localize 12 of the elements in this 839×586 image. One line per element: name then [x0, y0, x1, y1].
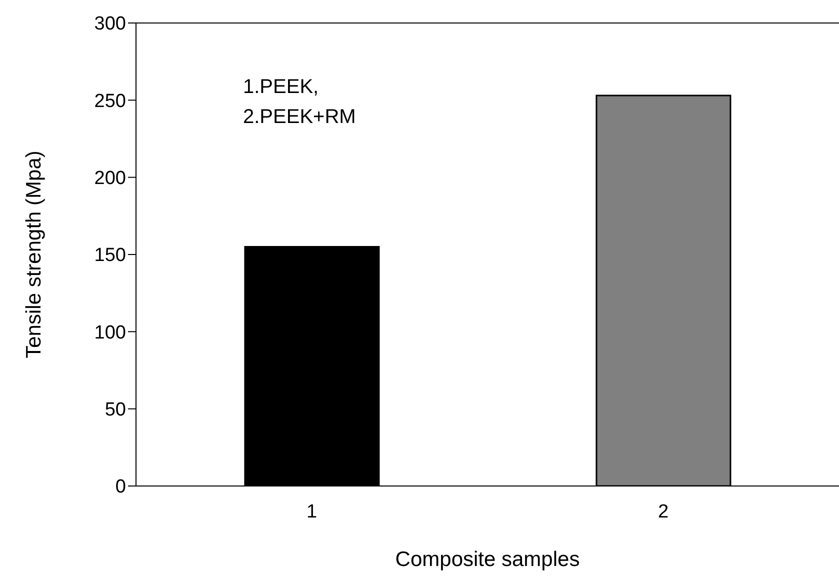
- y-axis-title: Tensile strength (Mpa): [22, 150, 46, 358]
- y-tick-label: 250: [94, 90, 126, 112]
- x-tick-label: 2: [658, 501, 669, 522]
- x-tick-label: 1: [306, 501, 318, 522]
- y-tick-label: 200: [94, 168, 126, 190]
- y-tick-label: 0: [115, 476, 126, 498]
- y-tick-label: 300: [94, 14, 126, 35]
- x-axis-title: Composite samples: [395, 548, 580, 571]
- y-tick-label: 50: [104, 400, 126, 421]
- y-tick-label: 150: [94, 245, 126, 266]
- note-text: 1.PEEK, 2.PEEK+RM: [243, 75, 356, 130]
- y-tick-label: 100: [94, 322, 126, 344]
